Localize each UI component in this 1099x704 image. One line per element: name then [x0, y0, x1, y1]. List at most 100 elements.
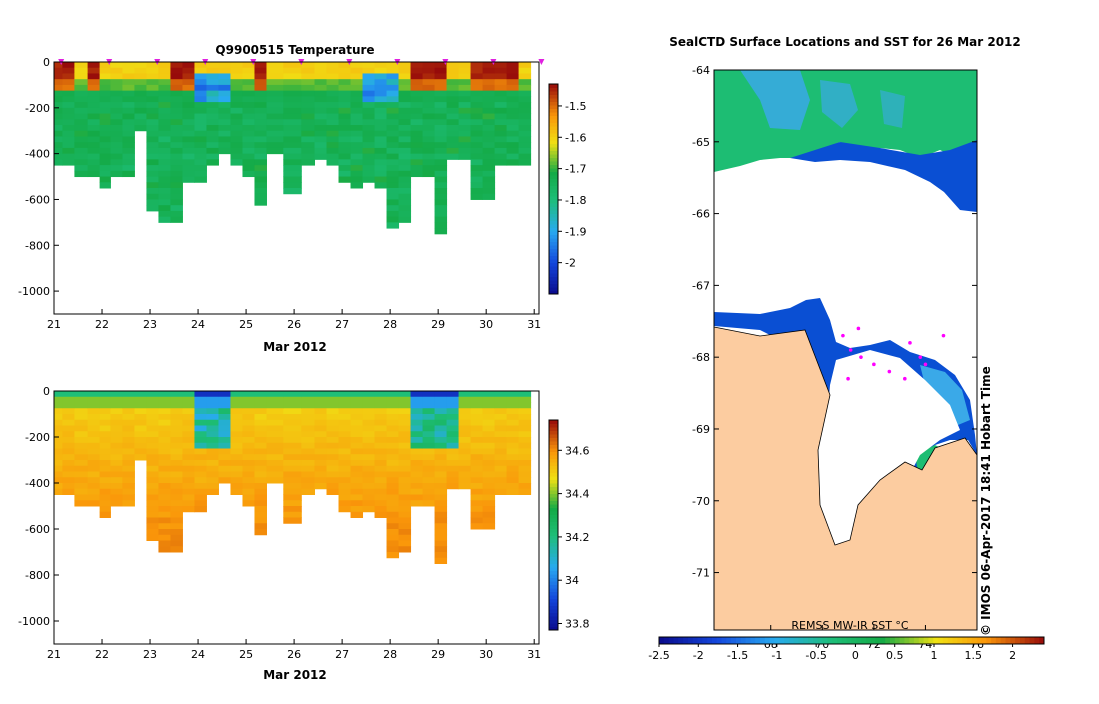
heatmap-cell — [470, 147, 484, 155]
heatmap-cell — [494, 425, 508, 432]
heatmap-cell — [482, 442, 496, 449]
heatmap-cell — [230, 419, 243, 426]
heatmap-cell — [54, 130, 63, 137]
heatmap-cell — [254, 477, 267, 484]
heatmap-cell — [458, 471, 472, 478]
heatmap-cell — [422, 465, 436, 472]
heatmap-cell — [170, 437, 183, 444]
colorbar-segment — [981, 637, 987, 644]
heatmap-cell — [398, 79, 412, 86]
heatmap-cell — [506, 62, 520, 69]
heatmap-cell — [87, 488, 101, 495]
colorbar-segment — [923, 637, 929, 644]
heatmap-cell — [386, 506, 400, 513]
heatmap-cell — [314, 107, 328, 115]
heatmap-cell — [54, 67, 63, 74]
heatmap-cell — [434, 557, 448, 564]
heatmap-cell — [230, 130, 243, 137]
heatmap-cell — [99, 471, 111, 478]
heatmap-cell — [283, 454, 302, 461]
colorbar-segment — [549, 161, 558, 165]
heatmap-cell — [338, 90, 352, 97]
colorbar-segment — [549, 483, 558, 487]
heatmap-cell — [242, 96, 255, 103]
y-tick-label: 0 — [43, 385, 50, 398]
heatmap-cell — [122, 454, 135, 461]
colorbar-segment — [549, 115, 558, 120]
heatmap-cell — [62, 153, 75, 160]
heatmap-cell — [62, 90, 75, 97]
heatmap-cell — [74, 414, 89, 421]
heatmap-cell — [338, 460, 352, 467]
heatmap-cell — [62, 107, 75, 115]
heatmap-cell — [194, 419, 207, 426]
heatmap-cell — [482, 119, 496, 126]
heatmap-cell — [410, 477, 424, 484]
heatmap-cell — [398, 107, 412, 115]
colorbar-segment — [549, 616, 558, 620]
heatmap-cell — [470, 62, 484, 69]
colorbar-segment — [865, 637, 872, 644]
heatmap-cell — [362, 90, 376, 97]
heatmap-cell — [494, 477, 508, 484]
heatmap-cell — [206, 107, 219, 115]
heatmap-cell — [386, 153, 400, 160]
heatmap-cell — [218, 448, 231, 455]
heatmap-cell — [87, 62, 101, 69]
heatmap-cell — [170, 414, 183, 421]
heatmap-cell — [362, 165, 376, 172]
heatmap-cell — [87, 425, 101, 432]
heatmap-cell — [326, 437, 340, 444]
heatmap-cell — [506, 396, 520, 403]
heatmap-cell — [254, 153, 267, 160]
heatmap-cell — [386, 62, 400, 69]
heatmap-cell — [434, 136, 448, 143]
colorbar-segment — [549, 262, 558, 267]
map-sst-cyan-coastal — [920, 365, 970, 425]
heatmap-cell — [518, 414, 532, 421]
heatmap-cell — [87, 448, 101, 455]
heatmap-cell — [362, 408, 376, 415]
heatmap-cell — [254, 176, 267, 183]
heatmap-cell — [350, 425, 364, 432]
heatmap-cell — [87, 408, 101, 415]
heatmap-cell — [482, 465, 496, 472]
heatmap-cell — [62, 130, 75, 137]
heatmap-cell — [182, 107, 195, 115]
heatmap-cell — [283, 176, 302, 183]
heatmap-cell — [434, 176, 448, 183]
heatmap-cell — [482, 193, 496, 200]
colorbar-segment — [549, 105, 558, 109]
map-sst-blue-edge — [790, 140, 977, 212]
heatmap-cell — [482, 147, 496, 155]
colorbar-segment — [760, 637, 766, 644]
heatmap-cell — [458, 73, 472, 80]
heatmap-cell — [446, 471, 460, 478]
heatmap-cell — [350, 73, 364, 80]
heatmap-cell — [194, 414, 207, 421]
heatmap-cell — [206, 402, 219, 409]
heatmap-cell — [386, 391, 400, 398]
heatmap-cell — [386, 442, 400, 449]
heatmap-cell — [350, 488, 364, 495]
heatmap-cell — [122, 448, 135, 455]
heatmap-cell — [62, 125, 75, 132]
heatmap-cell — [482, 90, 496, 97]
heatmap-cell — [74, 130, 89, 137]
heatmap-cell — [74, 454, 89, 461]
heatmap-cell — [254, 471, 267, 478]
heatmap-cell — [314, 153, 328, 160]
heatmap-cell — [283, 448, 302, 455]
heatmap-cell — [434, 216, 448, 223]
heatmap-cell — [110, 477, 123, 484]
heatmap-cell — [482, 494, 496, 501]
heatmap-cell — [482, 153, 496, 160]
heatmap-cell — [410, 102, 424, 109]
heatmap-cell — [122, 102, 135, 109]
heatmap-cell — [434, 494, 448, 501]
heatmap-cell — [230, 483, 243, 490]
colorbar-segment — [549, 528, 558, 533]
heatmap-cell — [470, 500, 484, 507]
heatmap-cell — [254, 107, 267, 115]
heatmap-cell — [206, 142, 219, 149]
